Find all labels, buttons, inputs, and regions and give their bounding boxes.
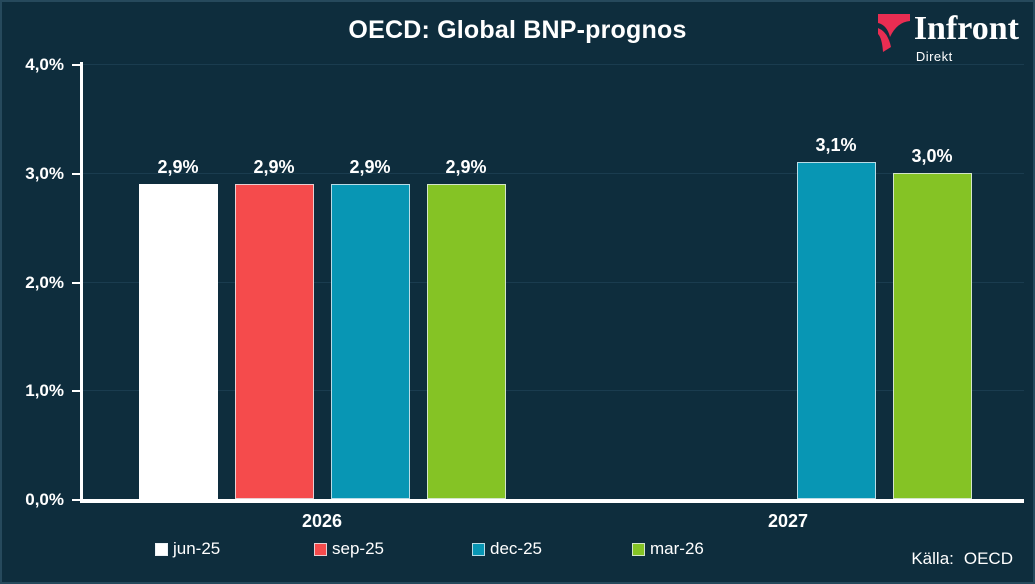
bar-value-label: 2,9% [349, 156, 391, 177]
chart-title: OECD: Global BNP-prognos [348, 16, 687, 44]
bar-value-label: 2,9% [253, 156, 295, 177]
legend-label: jun-25 [173, 539, 221, 558]
x-category-label: 2027 [767, 511, 809, 531]
y-axis-line [80, 62, 83, 503]
bar-value-label: 3,1% [815, 134, 857, 155]
bar [330, 183, 410, 499]
infront-logo-text: Infront Direkt [914, 10, 1019, 64]
bar-value-label: 3,0% [911, 145, 953, 166]
x-category-label: 2026 [301, 511, 343, 531]
y-tick-label: 0,0% [25, 490, 64, 509]
infront-logo: Infront Direkt [877, 10, 1019, 64]
legend-swatch [632, 542, 645, 556]
legend-swatch [472, 542, 485, 556]
y-tick-label: 1,0% [25, 381, 64, 401]
bar [796, 161, 876, 499]
gridline [83, 172, 1024, 174]
y-tick-mark [72, 499, 80, 501]
legend-label: dec-25 [490, 539, 542, 558]
legend-swatch [155, 542, 168, 556]
y-tick-label: 4,0% [25, 55, 64, 74]
bar-value-label: 2,9% [445, 156, 487, 177]
legend-item: jun-25 [155, 540, 220, 558]
bar [234, 183, 314, 499]
legend-item: mar-26 [632, 540, 704, 558]
y-tick-label: 2,0% [25, 272, 64, 292]
y-tick-mark [72, 64, 80, 66]
gridline [83, 390, 1024, 392]
y-tick-mark [72, 390, 80, 393]
source-value: OECD [963, 549, 1013, 568]
infront-logo-name: Infront [913, 10, 1019, 47]
infront-mark-icon [877, 14, 910, 52]
legend-swatch [314, 542, 327, 556]
legend-item: dec-25 [472, 540, 542, 558]
bar [426, 183, 506, 499]
legend: jun-25 sep-25 dec-25 mar-26 [2, 540, 1033, 560]
source-note: Källa: OECD [911, 549, 1013, 569]
gridline [83, 281, 1024, 283]
source-label: Källa: [911, 549, 954, 568]
legend-item: sep-25 [314, 540, 384, 558]
legend-label: sep-25 [332, 539, 384, 558]
y-tick-mark [72, 172, 80, 175]
infront-logo-sub: Direkt [915, 49, 953, 64]
legend-label: mar-26 [650, 539, 704, 558]
y-tick-label: 3,0% [25, 163, 64, 183]
bar [892, 172, 972, 499]
y-tick-mark [72, 281, 80, 284]
gridline [83, 64, 1024, 65]
x-axis-line [80, 499, 1024, 503]
bar [138, 183, 218, 499]
bar-value-label: 2,9% [157, 156, 199, 177]
